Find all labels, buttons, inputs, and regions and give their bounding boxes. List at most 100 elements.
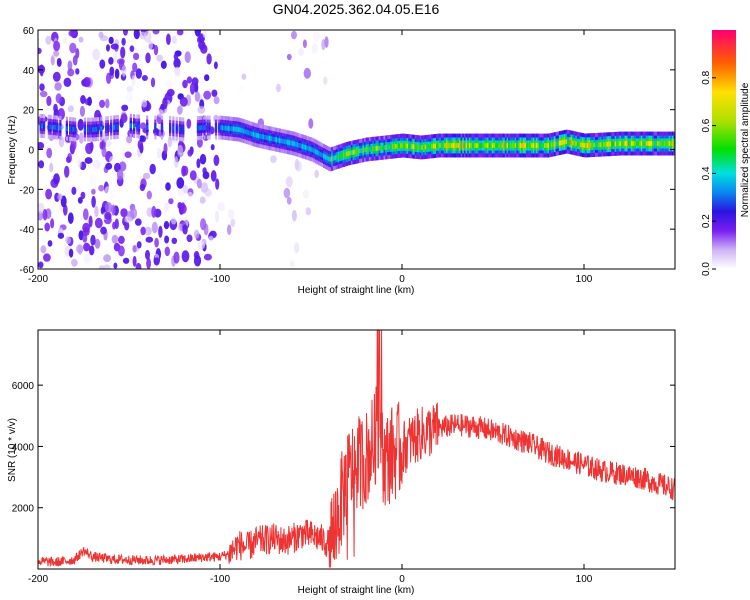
spectrogram-ridge-cell [422,144,426,150]
spectrogram-ridge-cell [604,142,607,147]
spectrogram-cell [142,172,151,180]
spectrogram-cell [157,109,164,118]
spectrogram-ridge-cell [298,143,301,148]
spectrogram-ridge-cell [586,143,589,148]
spectrogram-cell [200,218,207,231]
spectrogram-cell [170,216,177,225]
spectrogram-ridge-cell [380,145,383,151]
spectrogram-ridge-cell [275,137,278,143]
spectrogram-cell [104,186,111,198]
spectrogram-ridge-cell [350,150,354,156]
spectrogram-cell [118,245,125,257]
spectrogram-cell [132,62,138,73]
spectrogram-cell [39,64,44,77]
spectrogram-cell [103,264,111,269]
spectrogram-cell [154,237,159,248]
spectrogram-cell [144,226,152,236]
spectrogram-ridge-cell [223,125,226,131]
spectrogram-ridge-cell [377,145,380,151]
spectrogram-ridge-cell [224,125,227,131]
spectrogram-ridge-cell [624,141,627,146]
spectrogram-cell [80,191,86,200]
spectrogram-cell [66,156,71,163]
spectrogram-cell [100,226,107,235]
snr-x-tick-label: 0 [399,574,405,585]
spectrogram-y-ticks: -60 -40 -20 0 20 40 60 [20,26,675,276]
spectrogram-ridge-cell [267,135,270,141]
spectrogram-ridge-cell [608,141,611,147]
spectrogram-ridge-cell [247,130,250,136]
spectrogram-cell [124,216,132,223]
spectrogram-y-tick-label: 60 [23,26,35,37]
spectrogram-cell [42,209,48,221]
spectrogram-cell [151,205,157,218]
spectrogram-ridge-cell [552,142,555,147]
spectrogram-ridge-cell [313,148,316,154]
spectrogram-ridge-cell [218,125,221,130]
spectrogram-ridge-cell [498,143,501,148]
spectrogram-ridge-cell [470,143,473,148]
spectrogram-cell [113,262,118,269]
spectrogram-cell [47,240,53,247]
spectrogram-cell [45,188,52,200]
spectrogram-cell [283,187,291,199]
spectrogram-ridge-cell [314,149,317,154]
spectrogram-ridge-cell [503,143,506,148]
spectrogram-ridge-cell [344,152,347,157]
spectrogram-cell [67,60,73,71]
spectrogram-cell [286,53,292,61]
spectrogram-ridge-cell [396,143,399,149]
spectrogram-y-tick-label: 40 [23,66,35,77]
spectrogram-ridge-cell [206,125,209,130]
spectrogram-ridge-cell [175,126,178,132]
spectrogram-cell [196,178,202,189]
spectrogram-cell [98,184,105,192]
spectrogram-ridge-cell [337,154,340,160]
spectrogram-cell [64,186,71,196]
spectrogram-ridge-cell [411,144,414,149]
spectrogram-ridge-cell [146,125,149,130]
spectrogram-cell [227,209,235,219]
spectrogram-cell [57,193,63,201]
spectrogram-cell [99,265,105,269]
spectrogram-cell [213,61,218,70]
spectrogram-cell [171,237,178,244]
spectrogram-cell [71,259,78,267]
spectrogram-cell [189,170,197,181]
colorbar-tick-label: 0.2 [701,214,712,228]
spectrogram-ridge-cell [517,143,521,148]
spectrogram-ridge-cell [536,143,539,148]
spectrogram-ridge-cell [506,143,509,148]
spectrogram-ridge-cell [318,151,321,156]
spectrogram-cell [44,222,50,232]
spectrogram-ridge-cell [115,124,118,130]
spectrogram-ridge-cell [291,140,295,146]
spectrogram-cell [38,261,44,269]
spectrogram-ridge-cell [255,133,259,138]
spectrogram-x-tick-label: 100 [576,274,593,285]
spectrogram-ridge-cell [395,143,398,149]
spectrogram-ridge-cell [524,143,527,148]
spectrogram-cell [120,113,128,124]
spectrogram-ridge-cell [634,141,637,146]
spectrogram-cell [152,30,160,35]
spectrogram-ridge-cell [288,140,291,145]
spectrogram-cell [215,178,220,190]
spectrogram-ridge-cell [532,143,535,148]
spectrogram-cell [38,210,44,221]
spectrogram-cell [203,90,212,100]
spectrogram-cell [182,184,189,194]
spectrogram-cell [120,208,128,218]
spectrogram-ridge-cell [529,143,532,148]
spectrogram-ridge-cell [565,139,568,144]
spectrogram-cell [182,165,189,176]
spectrogram-ridge-cell [578,141,581,147]
spectrogram-ridge-cell [359,148,362,154]
spectrogram-ridge-cell [519,143,522,148]
spectrogram-cell [203,253,212,261]
spectrogram-cell [227,224,232,235]
spectrogram-ridge-cell [74,127,77,132]
spectrogram-cell [297,48,304,56]
spectrogram-ridge-cell [386,144,390,150]
spectrogram-ridge-cell [100,126,103,132]
